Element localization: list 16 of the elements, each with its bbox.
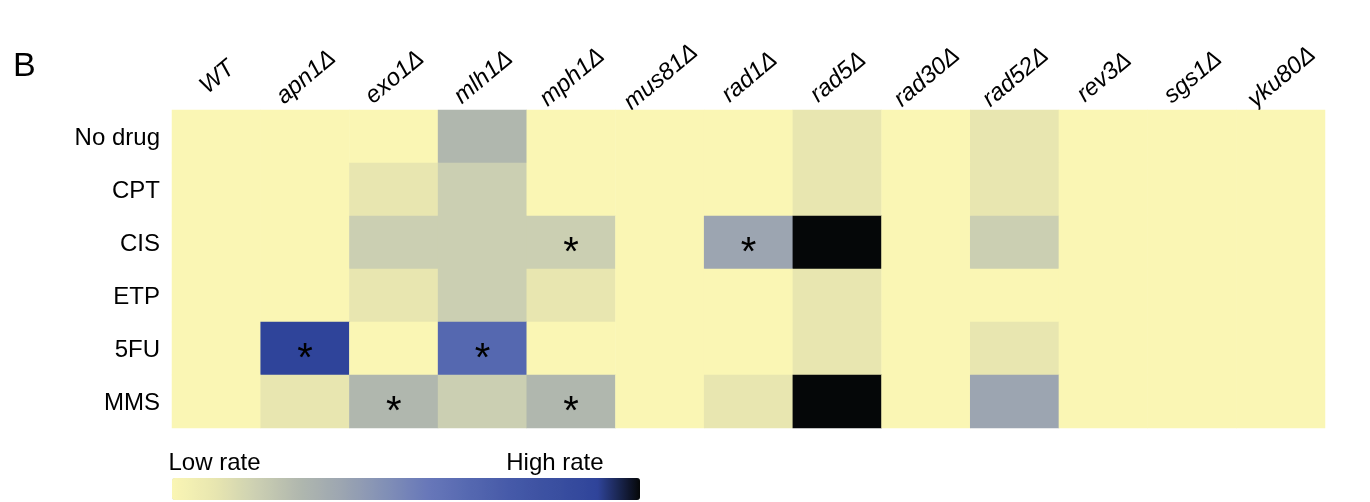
x-tick-label: WT [193,52,242,99]
data-label: * [297,334,313,379]
data-label: * [474,334,491,379]
color-bar-label: High rate [506,447,604,475]
y-tick-label: No drug [74,123,160,150]
y-tick-label: MMS [104,388,160,415]
data-label: * [563,387,579,432]
color-bar-label: Low rate [168,447,261,475]
data-label: * [740,228,757,273]
y-tick-label: CIS [119,229,160,256]
data-label: * [385,387,402,432]
data-label: * [563,228,579,273]
y-tick-label: ETP [113,282,160,309]
chart-title: B [13,45,36,83]
y-tick-label: CPT [112,176,161,203]
y-tick-label: 5FU [114,335,160,362]
